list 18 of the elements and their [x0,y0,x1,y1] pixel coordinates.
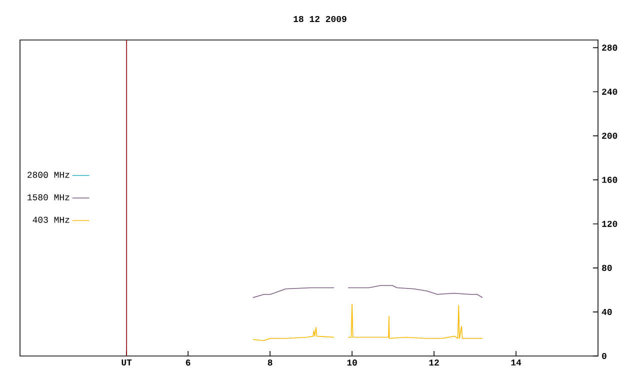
legend-label: 1580 MHz [28,194,70,200]
chart-title: 18 12 2009 [294,16,346,22]
legend-label: 403 MHz [32,216,70,223]
legend-label: 2800 MHz [28,172,70,178]
y-tick-label: 0 [602,352,606,360]
x-tick-label: UT [122,360,132,366]
x-tick-label: 14 [511,360,522,366]
x-tick-label: 8 [268,360,272,366]
y-tick-label: 120 [602,220,618,227]
x-tick-label: 10 [347,360,357,366]
y-tick-label: 200 [602,132,618,139]
x-tick-label: 6 [186,360,190,366]
y-tick-label: 240 [602,88,618,95]
y-tick-label: 160 [602,176,618,183]
y-tick-label: 280 [602,44,618,51]
y-tick-label: 80 [602,264,612,271]
y-tick-label: 40 [602,308,612,316]
x-tick-label: 12 [429,360,439,366]
